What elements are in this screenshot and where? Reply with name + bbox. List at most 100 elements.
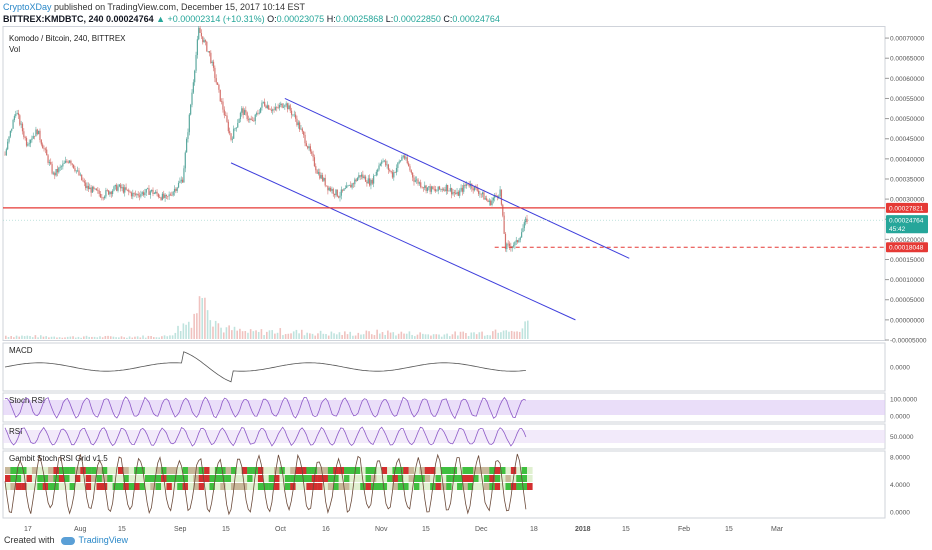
candle-body — [82, 180, 84, 182]
volume-bar — [185, 324, 187, 339]
grid-cell — [15, 467, 22, 474]
candle-body — [508, 243, 511, 247]
candle-body — [173, 188, 176, 192]
candle-body — [512, 245, 515, 247]
volume-bar — [112, 336, 115, 339]
volume-bar — [225, 327, 228, 339]
candle-body — [167, 196, 169, 197]
volume-bar — [373, 335, 376, 339]
candle-body — [11, 128, 13, 131]
candle-body — [311, 151, 313, 154]
candle-body — [290, 110, 293, 115]
grid-cell — [446, 467, 452, 474]
grid-cell — [21, 483, 27, 490]
volume-bar — [368, 331, 370, 339]
candle-body — [280, 103, 282, 106]
grid-cell — [483, 483, 490, 490]
grid-cell — [392, 483, 399, 490]
grid-cell — [198, 467, 205, 474]
grid-cell — [198, 483, 205, 490]
grid-cell — [58, 483, 65, 490]
grid-cell — [521, 467, 528, 474]
volume-bar — [142, 335, 144, 339]
volume-bar — [282, 335, 284, 339]
candle-body — [15, 114, 17, 117]
candle-body — [418, 182, 420, 184]
candle-body — [455, 193, 457, 195]
candle-body — [338, 196, 340, 198]
pane-y-tick-label: 50.0000 — [890, 434, 914, 441]
grid-cell — [144, 467, 151, 474]
grid-cell — [462, 475, 469, 482]
x-tick-label: 15 — [422, 526, 430, 533]
grid-cell — [15, 483, 22, 490]
grid-cell — [430, 467, 436, 474]
candle-body — [225, 115, 227, 116]
volume-bar — [438, 334, 440, 339]
tradingview-link[interactable]: TradingView — [78, 535, 129, 545]
volume-bar — [403, 333, 405, 339]
candle-body — [366, 181, 368, 184]
grid-cell — [204, 467, 210, 474]
volume-bar — [279, 328, 282, 339]
volume-bar — [139, 337, 142, 339]
candle-body — [186, 138, 188, 153]
candle-body — [98, 190, 100, 194]
volume-bar — [120, 336, 123, 339]
candle-body — [255, 113, 258, 115]
candle-body — [169, 194, 172, 196]
candle-body — [122, 187, 124, 193]
candle-body — [282, 106, 285, 108]
candle-body — [375, 171, 377, 176]
x-tick-label: 15 — [725, 526, 733, 533]
x-tick-label: Feb — [678, 526, 690, 533]
candle-body — [397, 162, 399, 168]
candle-body — [364, 176, 367, 182]
candle-body — [456, 191, 458, 195]
volume-bar — [72, 336, 74, 339]
grid-cell — [150, 475, 156, 482]
candle-body — [44, 148, 46, 150]
grid-cell — [327, 467, 334, 474]
candle-body — [116, 184, 118, 191]
candle-body — [257, 113, 259, 114]
candle-body — [488, 200, 490, 202]
candle-body — [355, 179, 357, 181]
pane-y-tick-label: 100.0000 — [890, 397, 917, 404]
grid-cell — [483, 467, 490, 474]
candle-body — [198, 27, 200, 40]
created-with-text: Created with — [4, 535, 55, 545]
candle-body — [172, 191, 174, 196]
candle-body — [452, 192, 454, 195]
high-label: H: — [326, 14, 336, 24]
close-label: C: — [443, 14, 453, 24]
candle-body — [436, 190, 438, 192]
author-link[interactable]: CryptoXDay — [3, 2, 52, 12]
candle-body — [258, 112, 260, 114]
low-label: L: — [385, 14, 394, 24]
candle-body — [132, 192, 134, 197]
candle-body — [261, 102, 263, 108]
candle-body — [491, 200, 493, 206]
grid-cell — [462, 467, 469, 474]
candle-body — [233, 128, 235, 139]
y-tick-label: 0.00005000 — [890, 297, 925, 304]
candle-body — [102, 197, 104, 199]
volume-bar — [7, 337, 10, 339]
chart-area[interactable]: 0.00070000 0.00065000 0.00060000 0.00055000… — [0, 23, 932, 536]
candle-body — [442, 189, 445, 191]
grid-cell — [236, 483, 243, 490]
candle-body — [315, 166, 317, 171]
grid-cell — [311, 467, 318, 474]
candle-body — [465, 184, 468, 186]
candle-body — [152, 189, 154, 194]
candle-body — [46, 149, 48, 156]
candle-body — [495, 194, 497, 196]
candle-body — [416, 179, 418, 181]
volume-bar — [478, 332, 481, 339]
candle-body — [519, 237, 521, 240]
volume-bar — [61, 337, 64, 339]
chart-svg[interactable]: 0.00070000 0.00065000 0.00060000 0.00055000… — [0, 23, 932, 536]
grid-cell — [177, 467, 183, 474]
x-tick-label: 15 — [222, 526, 230, 533]
